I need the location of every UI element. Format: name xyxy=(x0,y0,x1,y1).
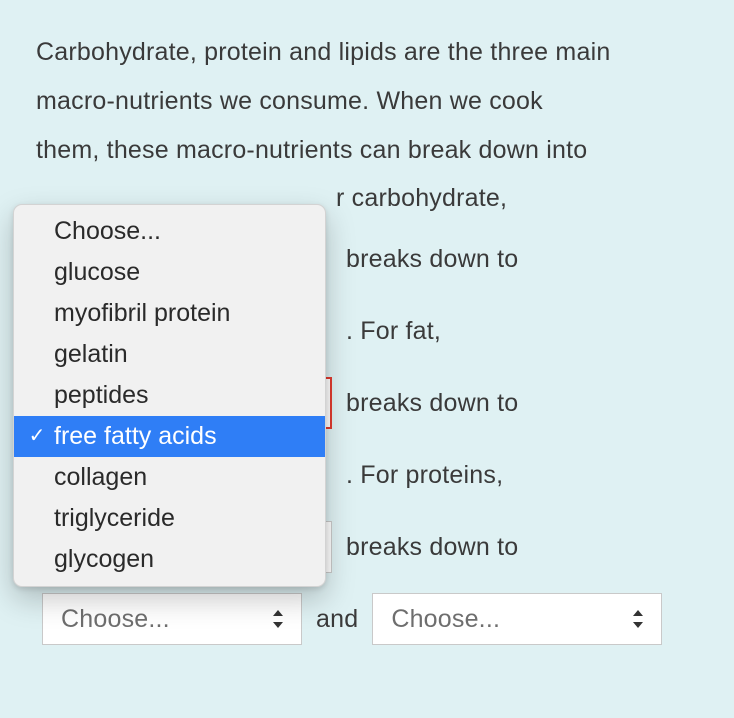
select-option[interactable]: ✓collagen xyxy=(14,457,325,498)
answer-select[interactable]: Choose... xyxy=(42,593,302,645)
select-option[interactable]: ✓glycogen xyxy=(14,539,325,580)
select-option[interactable]: ✓peptides xyxy=(14,375,325,416)
select-option[interactable]: ✓triglyceride xyxy=(14,498,325,539)
select-option[interactable]: ✓glucose xyxy=(14,252,325,293)
text-line: macro-nutrients we consume. When we cook xyxy=(36,77,698,126)
select-option[interactable]: ✓gelatin xyxy=(14,334,325,375)
text-line: Carbohydrate, protein and lipids are the… xyxy=(36,28,698,77)
select-option[interactable]: ✓free fatty acids xyxy=(14,416,325,457)
updown-icon xyxy=(631,609,645,629)
select-value: Choose... xyxy=(61,595,170,644)
text-fragment: breaks down to xyxy=(346,535,518,560)
check-icon: ✓ xyxy=(24,417,50,456)
text-fragment: . For proteins, xyxy=(346,463,503,488)
text-fragment: r carbohydrate, xyxy=(336,184,507,212)
text-fragment: breaks down to xyxy=(346,247,518,272)
select-option[interactable]: ✓Choose... xyxy=(14,211,325,252)
select-option-label: glycogen xyxy=(50,535,154,584)
text-fragment: . For fat, xyxy=(346,319,441,344)
blank-row: Choose... and Choose... xyxy=(36,583,698,655)
select-popup[interactable]: ✓Choose...✓glucose✓myofibril protein✓gel… xyxy=(13,204,326,587)
updown-icon xyxy=(271,609,285,629)
text-fragment: breaks down to xyxy=(346,391,518,416)
text-line: them, these macro-nutrients can break do… xyxy=(36,126,698,175)
select-option[interactable]: ✓myofibril protein xyxy=(14,293,325,334)
select-value: Choose... xyxy=(391,595,500,644)
answer-select[interactable]: Choose... xyxy=(372,593,662,645)
text-fragment: and xyxy=(316,607,358,632)
